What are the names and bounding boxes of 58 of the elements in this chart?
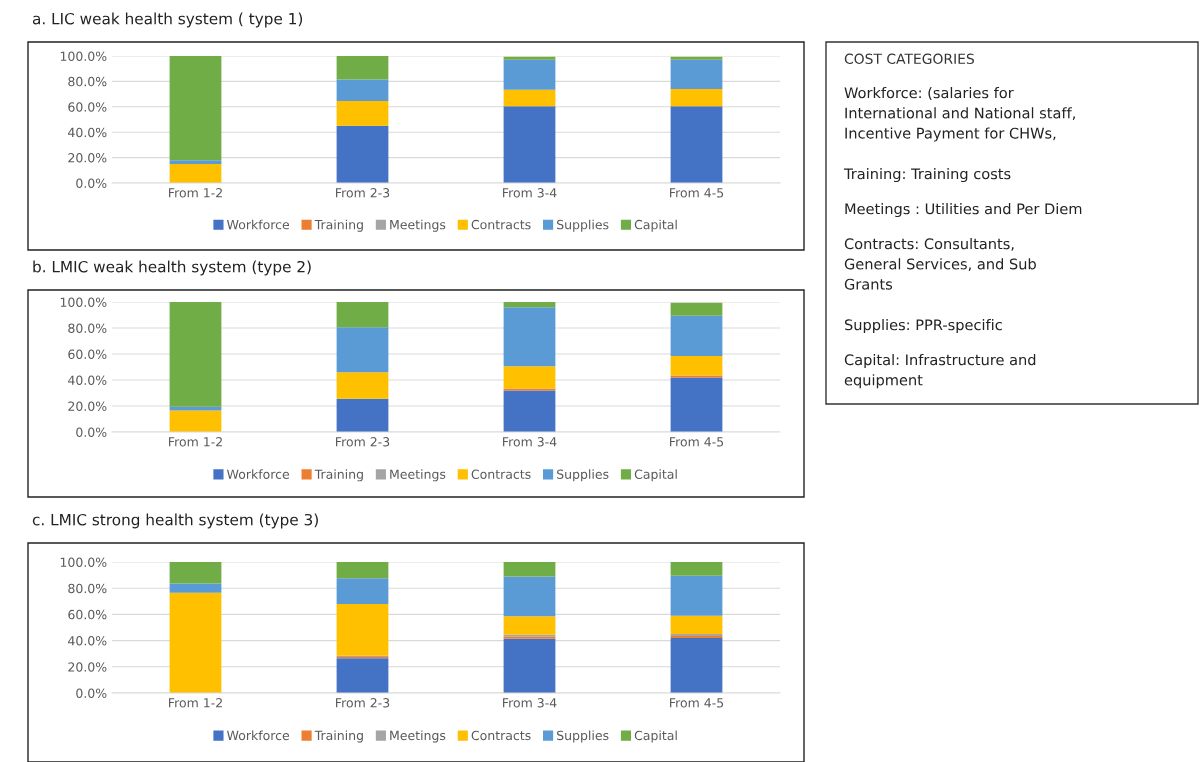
x-tick-label: From 1-2 bbox=[169, 188, 222, 198]
text: Workforce: (salaries for International and National staff, Incentive Payment for CHWs, bbox=[844, 87, 1075, 142]
text: Capital: Infrastructure and equipment bbox=[844, 354, 1036, 389]
legend-label: Training bbox=[314, 469, 363, 482]
legend-label: Capital bbox=[634, 469, 677, 482]
x-tick-label: From 4-5 bbox=[670, 188, 724, 198]
x-tick-label: From 3-4 bbox=[503, 188, 557, 198]
text: Supplies: PPR-specific bbox=[844, 319, 1002, 334]
legend-label: Supplies bbox=[557, 219, 609, 232]
legend-label: Meetings bbox=[390, 730, 446, 743]
y-tick-label: 60.0% bbox=[68, 102, 107, 112]
legend-label: Workforce bbox=[227, 469, 290, 479]
y-tick-label: 100.0% bbox=[60, 51, 107, 61]
x-tick-label: From 1-2 bbox=[169, 698, 222, 708]
y-tick-label: 60.0% bbox=[68, 349, 107, 359]
x-tick-label: From 2-3 bbox=[336, 437, 390, 447]
y-tick-label: 40.0% bbox=[68, 636, 107, 646]
chart-title: a. LIC weak health system ( type 1) bbox=[32, 12, 303, 28]
y-tick-label: 100.0% bbox=[60, 557, 107, 567]
y-tick-label: 60.0% bbox=[68, 609, 107, 620]
y-tick-label: 80.0% bbox=[68, 323, 107, 333]
y-tick-label: 0.0% bbox=[76, 688, 107, 698]
x-tick-label: From 2-3 bbox=[336, 698, 390, 708]
y-tick-label: 0.0% bbox=[76, 427, 107, 437]
y-tick-label: 0.0% bbox=[76, 178, 107, 188]
text: Contracts: Consultants, General Services, and Sub Grants bbox=[844, 238, 1036, 290]
y-tick-label: 40.0% bbox=[68, 127, 107, 138]
legend-label: Supplies bbox=[557, 730, 609, 743]
x-tick-label: From 2-3 bbox=[336, 188, 390, 198]
legend-label: Training bbox=[314, 219, 363, 232]
chart-title: b. LMIC weak health system (type 2) bbox=[33, 260, 311, 276]
legend-label: Contracts bbox=[471, 469, 531, 479]
legend-label: Meetings bbox=[390, 219, 446, 232]
legend-label: Meetings bbox=[390, 469, 446, 482]
y-tick-label: 20.0% bbox=[68, 401, 107, 411]
x-tick-label: From 1-2 bbox=[169, 437, 222, 447]
legend-label: Workforce bbox=[227, 219, 290, 230]
y-tick-label: 40.0% bbox=[68, 375, 107, 385]
legend-label: Contracts bbox=[471, 730, 531, 741]
text: Training: Training costs bbox=[843, 168, 1011, 183]
chart-title: c. LMIC strong health system (type 3) bbox=[32, 513, 318, 529]
legend-label: Workforce bbox=[227, 730, 290, 741]
x-tick-label: From 4-5 bbox=[670, 437, 724, 447]
legend-label: Capital bbox=[634, 730, 677, 743]
legend-label: Capital bbox=[634, 219, 677, 232]
x-tick-label: From 3-4 bbox=[503, 437, 557, 447]
legend-label: Contracts bbox=[471, 219, 531, 230]
y-tick-label: 80.0% bbox=[68, 76, 107, 87]
text: Meetings : Utilities and Per Diem bbox=[845, 203, 1082, 218]
legend-label: Training bbox=[314, 730, 363, 743]
text: COST CATEGORIES bbox=[844, 53, 974, 65]
x-tick-label: From 4-5 bbox=[670, 698, 724, 708]
y-tick-label: 100.0% bbox=[60, 297, 107, 307]
y-tick-label: 20.0% bbox=[68, 662, 107, 672]
x-tick-label: From 3-4 bbox=[503, 698, 557, 708]
legend-label: Supplies bbox=[557, 469, 609, 482]
y-tick-label: 80.0% bbox=[68, 583, 107, 594]
y-tick-label: 20.0% bbox=[68, 153, 107, 163]
